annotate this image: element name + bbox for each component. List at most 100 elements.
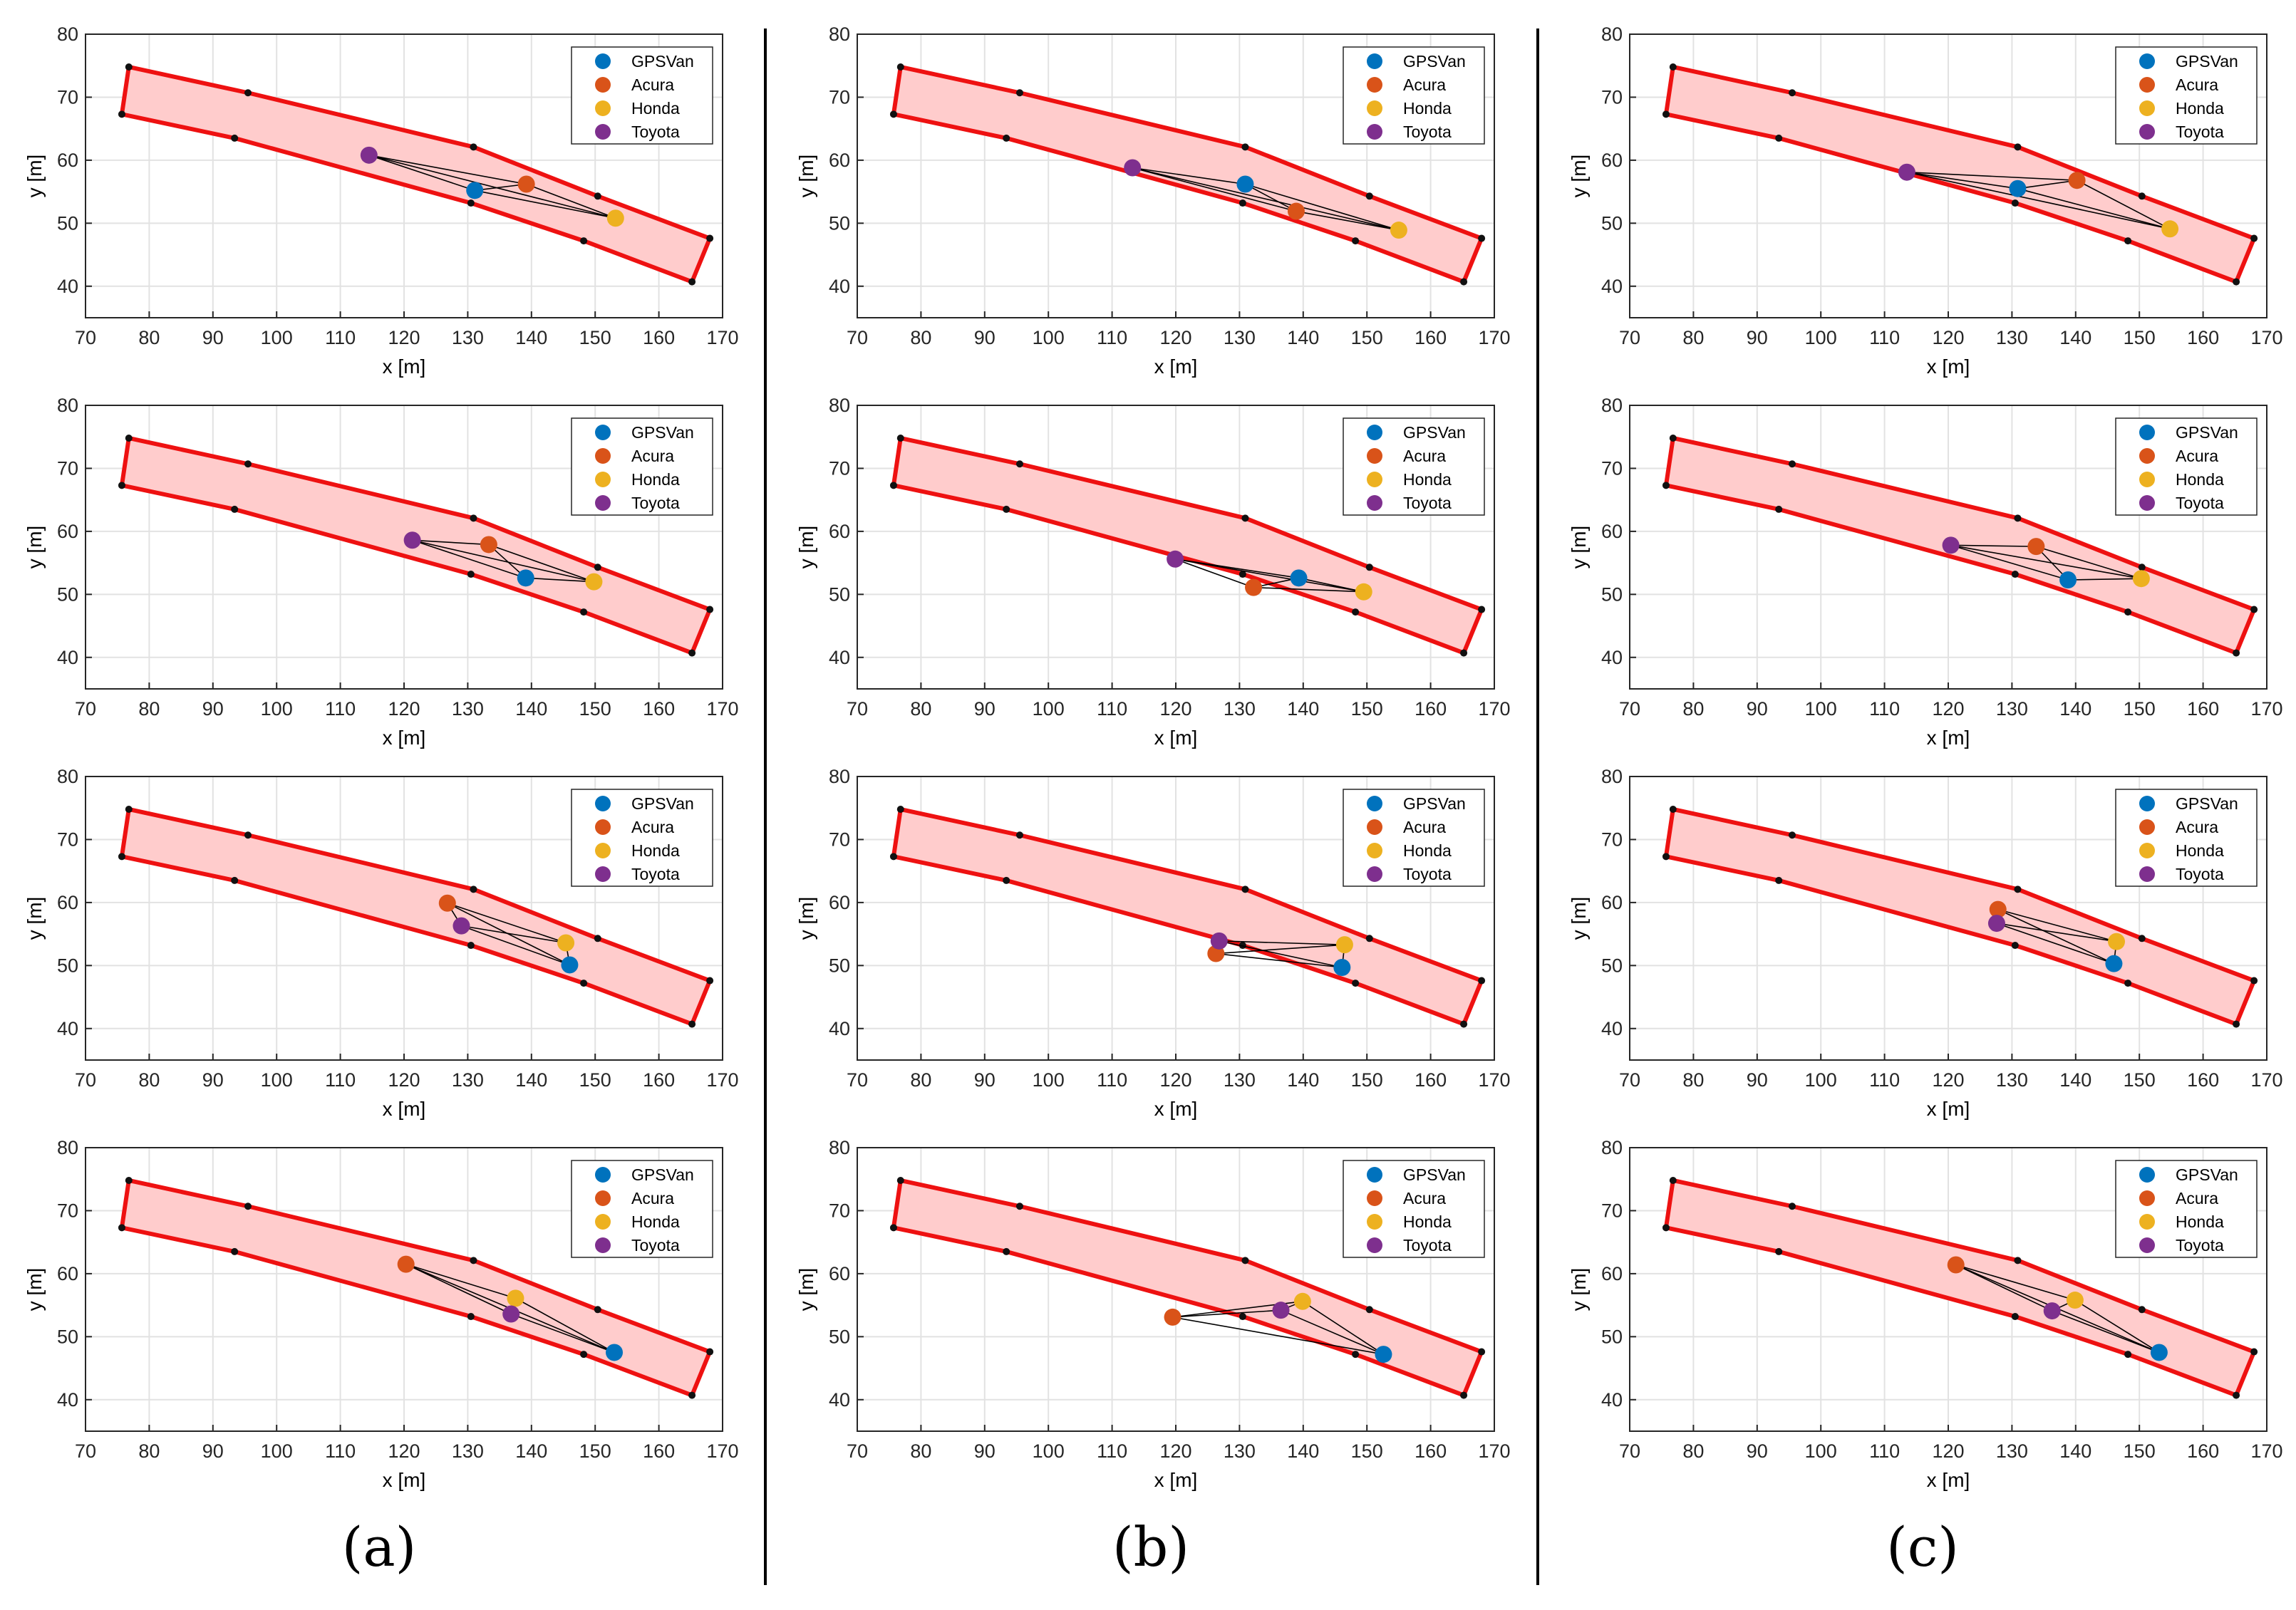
y-tick-label: 60 — [57, 521, 78, 542]
road-vertex — [896, 63, 904, 71]
road-vertex — [244, 831, 252, 839]
road-vertex — [1239, 199, 1246, 207]
y-tick-label: 40 — [829, 1018, 850, 1039]
y-tick-label: 40 — [829, 1389, 850, 1411]
legend-label-toyota: Toyota — [631, 1236, 680, 1255]
x-tick-label: 70 — [75, 1440, 96, 1462]
road-vertex — [231, 505, 239, 513]
x-tick-label: 120 — [388, 1440, 420, 1462]
road-vertex — [1775, 1247, 1783, 1255]
road-vertex — [1003, 134, 1010, 142]
legend: GPSVan Acura Honda Toyota — [571, 417, 713, 516]
road-vertex — [1241, 1257, 1249, 1264]
x-tick-label: 110 — [325, 327, 356, 348]
vehicle-link — [1172, 1316, 1384, 1355]
legend-label-toyota: Toyota — [1403, 865, 1452, 883]
x-axis-label: x [m] — [1154, 1469, 1198, 1491]
legend-box — [1343, 46, 1485, 145]
legend-marker-toyota — [595, 866, 611, 882]
y-tick-label: 60 — [1601, 150, 1623, 171]
legend-label-acura: Acura — [2176, 1189, 2218, 1208]
x-tick-label: 80 — [910, 327, 931, 348]
vehicle-link — [447, 903, 570, 966]
subplot-2-4: 70 80 90 100 110 120 130 140 150 160 170 40 50 60 70 80… — [795, 1137, 1511, 1491]
x-axis-label: x [m] — [1927, 355, 1970, 378]
y-tick-label: 80 — [829, 24, 850, 45]
y-tick-label: 80 — [829, 395, 850, 416]
legend: GPSVan Acura Honda Toyota — [1343, 789, 1485, 887]
point-honda — [507, 1289, 524, 1307]
vehicle-link — [488, 544, 594, 583]
x-tick-label: 160 — [643, 698, 675, 720]
road-vertex — [1365, 1306, 1373, 1314]
x-tick-label: 90 — [202, 1069, 224, 1091]
road-vertex — [1352, 1351, 1360, 1359]
legend-label-toyota: Toyota — [2176, 865, 2224, 883]
y-axis-label: y [m] — [1568, 155, 1590, 198]
x-tick-label: 110 — [1869, 327, 1900, 348]
point-acura — [1287, 202, 1305, 220]
legend-label-toyota: Toyota — [2176, 123, 2224, 141]
legend-label-honda: Honda — [1403, 841, 1452, 860]
vehicle-link — [1216, 952, 1343, 968]
legend-marker-acura — [1367, 77, 1382, 93]
legend-label-gpsvan: GPSVan — [631, 52, 694, 71]
x-tick-label: 150 — [1351, 1440, 1383, 1462]
road-vertex — [1241, 143, 1249, 151]
x-tick-label: 100 — [1805, 1069, 1837, 1091]
legend-marker-acura — [595, 448, 611, 464]
legend-label-acura: Acura — [631, 76, 674, 94]
x-tick-label: 70 — [75, 698, 96, 720]
point-acura — [397, 1255, 415, 1273]
y-tick-label: 70 — [1601, 86, 1623, 108]
vehicle-link — [1296, 210, 1400, 231]
y-tick-label: 50 — [829, 583, 850, 605]
legend-box — [571, 46, 713, 145]
y-tick-label: 40 — [57, 1018, 78, 1039]
legend-label-honda: Honda — [631, 1212, 680, 1231]
legend-marker-acura — [1367, 448, 1382, 464]
y-axis-label: y [m] — [24, 155, 46, 198]
x-tick-label: 140 — [1287, 1069, 1319, 1091]
vehicle-link — [1281, 1309, 1384, 1355]
road-vertex — [889, 110, 897, 118]
legend-box — [1343, 417, 1485, 516]
x-tick-label: 140 — [1287, 698, 1319, 720]
x-tick-label: 150 — [2124, 1069, 2156, 1091]
point-honda — [1355, 583, 1372, 601]
legend-marker-gpsvan — [1367, 796, 1382, 811]
y-tick-label: 60 — [829, 521, 850, 542]
point-honda — [2066, 1292, 2084, 1309]
road-vertex — [1775, 134, 1783, 142]
y-tick-label: 50 — [1601, 212, 1623, 234]
road-vertex — [118, 1224, 125, 1232]
legend-label-honda: Honda — [2176, 841, 2224, 860]
legend-marker-acura — [595, 77, 611, 93]
road-vertex — [706, 606, 714, 613]
y-tick-label: 60 — [57, 1263, 78, 1284]
x-tick-label: 170 — [1478, 698, 1510, 720]
vehicle-link — [2017, 187, 2171, 230]
point-gpsvan — [606, 1344, 624, 1361]
legend-box — [1343, 789, 1485, 887]
legend: GPSVan Acura Honda Toyota — [1343, 46, 1485, 145]
point-acura — [1164, 1308, 1181, 1326]
legend-label-honda: Honda — [631, 99, 680, 118]
road-vertex — [2014, 143, 2022, 151]
x-tick-label: 110 — [1097, 698, 1127, 720]
legend-box — [2115, 46, 2258, 145]
road-vertex — [1460, 1391, 1468, 1399]
x-tick-label: 170 — [1478, 1069, 1510, 1091]
point-toyota — [2043, 1302, 2061, 1320]
x-axis-label: x [m] — [1927, 727, 1970, 749]
legend-label-honda: Honda — [1403, 470, 1452, 489]
road-vertex — [688, 1391, 696, 1399]
y-tick-label: 50 — [829, 212, 850, 234]
y-tick-label: 40 — [1601, 1389, 1623, 1411]
x-tick-label: 100 — [261, 327, 293, 348]
road-vertex — [2138, 935, 2146, 942]
road-vertex — [688, 649, 696, 657]
legend-label-gpsvan: GPSVan — [1403, 794, 1466, 813]
point-toyota — [1942, 536, 1960, 554]
x-tick-label: 100 — [1805, 1440, 1837, 1462]
